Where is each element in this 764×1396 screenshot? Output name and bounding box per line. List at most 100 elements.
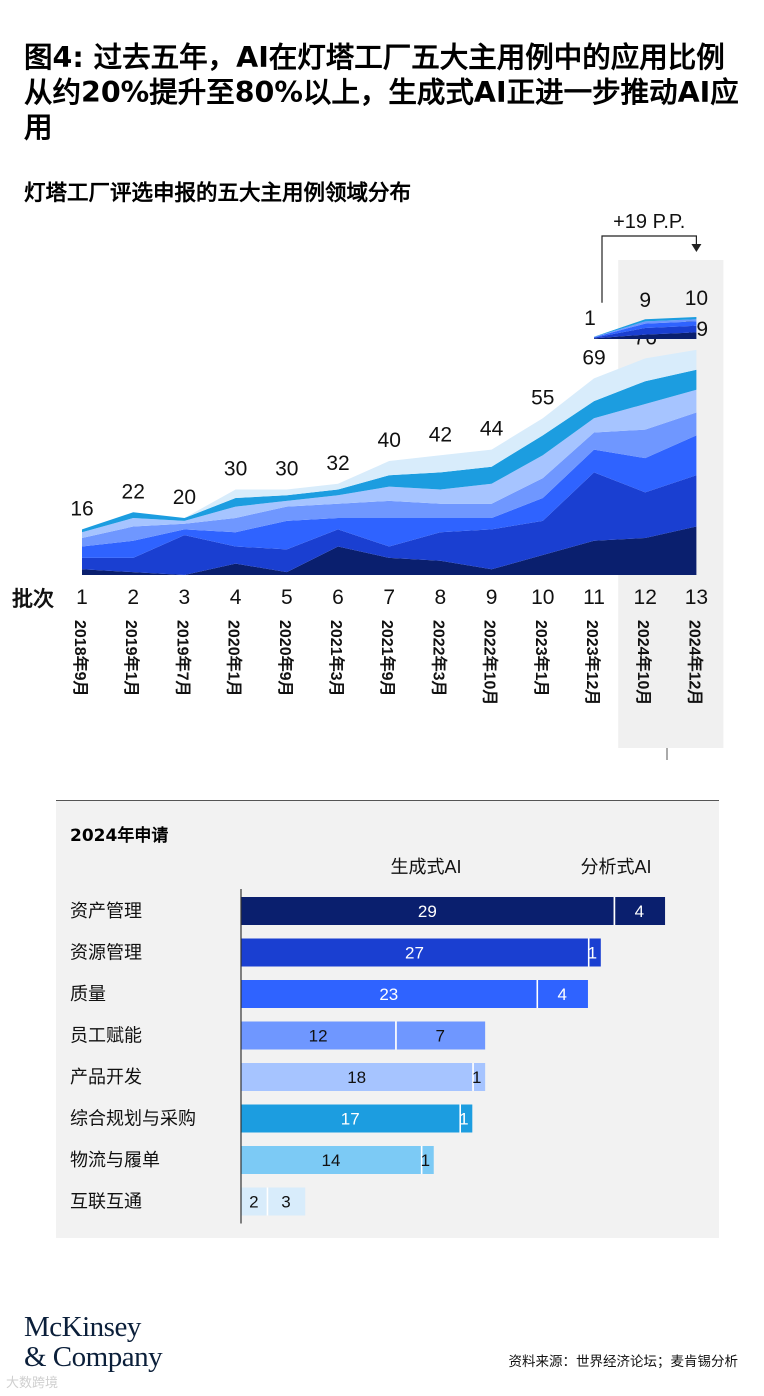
batch-date-10: 2023年1月 [532, 620, 551, 697]
bar-analytical-8 [268, 1187, 306, 1216]
batch-tick-5: 5 [281, 586, 293, 609]
bar-generative-1 [241, 897, 614, 925]
bar-generative-7 [241, 1146, 421, 1174]
bar-generative-4 [241, 1021, 396, 1050]
bar-value-analytical: 1 [421, 1151, 430, 1170]
brand-line-1: McKinsey [24, 1311, 141, 1343]
batch-tick-3: 3 [179, 586, 191, 609]
brand-line-2: & Company [24, 1341, 163, 1373]
area-series-2 [82, 472, 697, 575]
panel-title: 2024年申请 [70, 826, 169, 846]
genai-area-series-3 [594, 321, 697, 338]
total-label-7: 40 [378, 429, 401, 452]
total-label-2: 22 [122, 480, 145, 503]
genai-area-series-1 [594, 332, 697, 339]
category-label: 物流与履单 [70, 1150, 160, 1170]
batch-date-13: 2024年12月 [685, 620, 704, 705]
bar-generative-6 [241, 1104, 460, 1133]
batch-date-5: 2020年9月 [276, 620, 295, 697]
bar-value-analytical: 3 [281, 1193, 290, 1212]
total-label-4: 30 [224, 458, 247, 481]
batch-tick-2: 2 [127, 586, 139, 609]
bar-value-analytical: 4 [635, 902, 644, 921]
batch-tick-11: 11 [583, 586, 605, 609]
area-series-4 [82, 412, 697, 547]
batch-date-9: 2022年10月 [481, 620, 500, 705]
bar-value-generative: 14 [321, 1151, 340, 1170]
total-label-1: 16 [70, 497, 93, 520]
bar-analytical-3 [538, 980, 588, 1008]
category-label: 综合规划与采购 [70, 1109, 196, 1129]
bar-value-analytical: 4 [558, 985, 567, 1004]
bar-analytical-4 [396, 1021, 486, 1050]
area-series-3 [82, 435, 697, 558]
total-label-8: 42 [429, 423, 452, 446]
batch-date-8: 2022年3月 [429, 620, 448, 697]
bar-value-generative: 12 [309, 1027, 328, 1046]
batch-tick-7: 7 [383, 586, 395, 609]
area-chart: 162220303032404244556976791910+19 P.P.批次… [12, 211, 724, 760]
area-series-1 [82, 526, 697, 575]
batch-tick-10: 10 [531, 586, 554, 609]
application-panel: 2024年申请 生成式AI 分析式AI 资产管理 29 4 资源管理 27 1 质量 23 4 员工赋… [56, 800, 719, 1238]
bar-generative-8 [241, 1187, 267, 1216]
batch-date-3: 2019年7月 [173, 620, 192, 697]
batch-tick-9: 9 [486, 586, 498, 609]
bar-value-analytical: 1 [459, 1110, 468, 1129]
bar-value-generative: 27 [405, 944, 424, 963]
batch-tick-4: 4 [230, 586, 242, 609]
batch-date-6: 2021年3月 [327, 620, 346, 697]
batch-tick-12: 12 [634, 586, 657, 609]
genai-total-label-11: 1 [584, 307, 596, 330]
batch-date-2: 2019年1月 [122, 620, 141, 697]
bar-generative-5 [241, 1063, 473, 1091]
growth-annotation: +19 P.P. [613, 211, 685, 233]
chart-title: 图4: 过去五年，AI在灯塔工厂五大主用例中的应用比例从约20%提升至80%以上… [24, 41, 739, 144]
category-label: 资产管理 [70, 901, 142, 921]
category-label: 资源管理 [70, 943, 142, 963]
total-label-9: 44 [480, 418, 504, 441]
mckinsey-logo: McKinsey & Company [24, 1311, 163, 1373]
bar-value-analytical: 7 [435, 1027, 444, 1046]
batch-date-1: 2018年9月 [71, 620, 90, 697]
genai-total-label-13: 10 [685, 287, 708, 310]
series-header-analytical: 分析式AI [580, 857, 651, 877]
total-label-11: 69 [582, 346, 605, 369]
bar-value-generative: 2 [249, 1193, 258, 1212]
batch-tick-8: 8 [435, 586, 447, 609]
chart-subtitle: 灯塔工厂评选申报的五大主用例领域分布 [24, 181, 412, 206]
bar-value-generative: 29 [418, 902, 437, 921]
batch-tick-1: 1 [76, 586, 88, 609]
area-series-7 [82, 349, 697, 530]
area-series-5 [82, 389, 697, 538]
batch-tick-6: 6 [332, 586, 344, 609]
area-series-6 [82, 369, 697, 533]
bar-value-generative: 18 [347, 1068, 366, 1087]
bar-generative-3 [241, 980, 537, 1008]
total-label-3: 20 [173, 486, 196, 509]
genai-area-series-2 [594, 325, 697, 339]
growth-bracket-arrow [691, 244, 702, 252]
batch-axis-label: 批次 [12, 587, 54, 611]
bar-analytical-1 [615, 897, 666, 925]
total-label-5: 30 [275, 458, 298, 481]
batch-date-11: 2023年12月 [583, 620, 602, 705]
genai-area-series-4 [594, 319, 697, 338]
series-header-generative: 生成式AI [390, 857, 461, 877]
bar-generative-2 [241, 938, 588, 967]
source-note: 资料来源：世界经济论坛；麦肯锡分析 [508, 1354, 739, 1370]
bar-value-generative: 23 [379, 985, 398, 1004]
bar-analytical-7 [422, 1146, 434, 1174]
category-label: 产品开发 [70, 1067, 142, 1087]
bar-value-analytical: 1 [588, 944, 597, 963]
genai-total-label-12: 9 [639, 289, 651, 312]
category-label: 员工赋能 [70, 1026, 142, 1046]
batch-tick-13: 13 [685, 586, 708, 609]
bar-analytical-5 [473, 1063, 486, 1091]
bar-value-analytical: 1 [472, 1068, 481, 1087]
total-label-6: 32 [326, 452, 349, 475]
batch-date-12: 2024年10月 [634, 620, 653, 705]
genai-area-series-5 [594, 317, 697, 338]
bar-value-generative: 17 [341, 1110, 360, 1129]
